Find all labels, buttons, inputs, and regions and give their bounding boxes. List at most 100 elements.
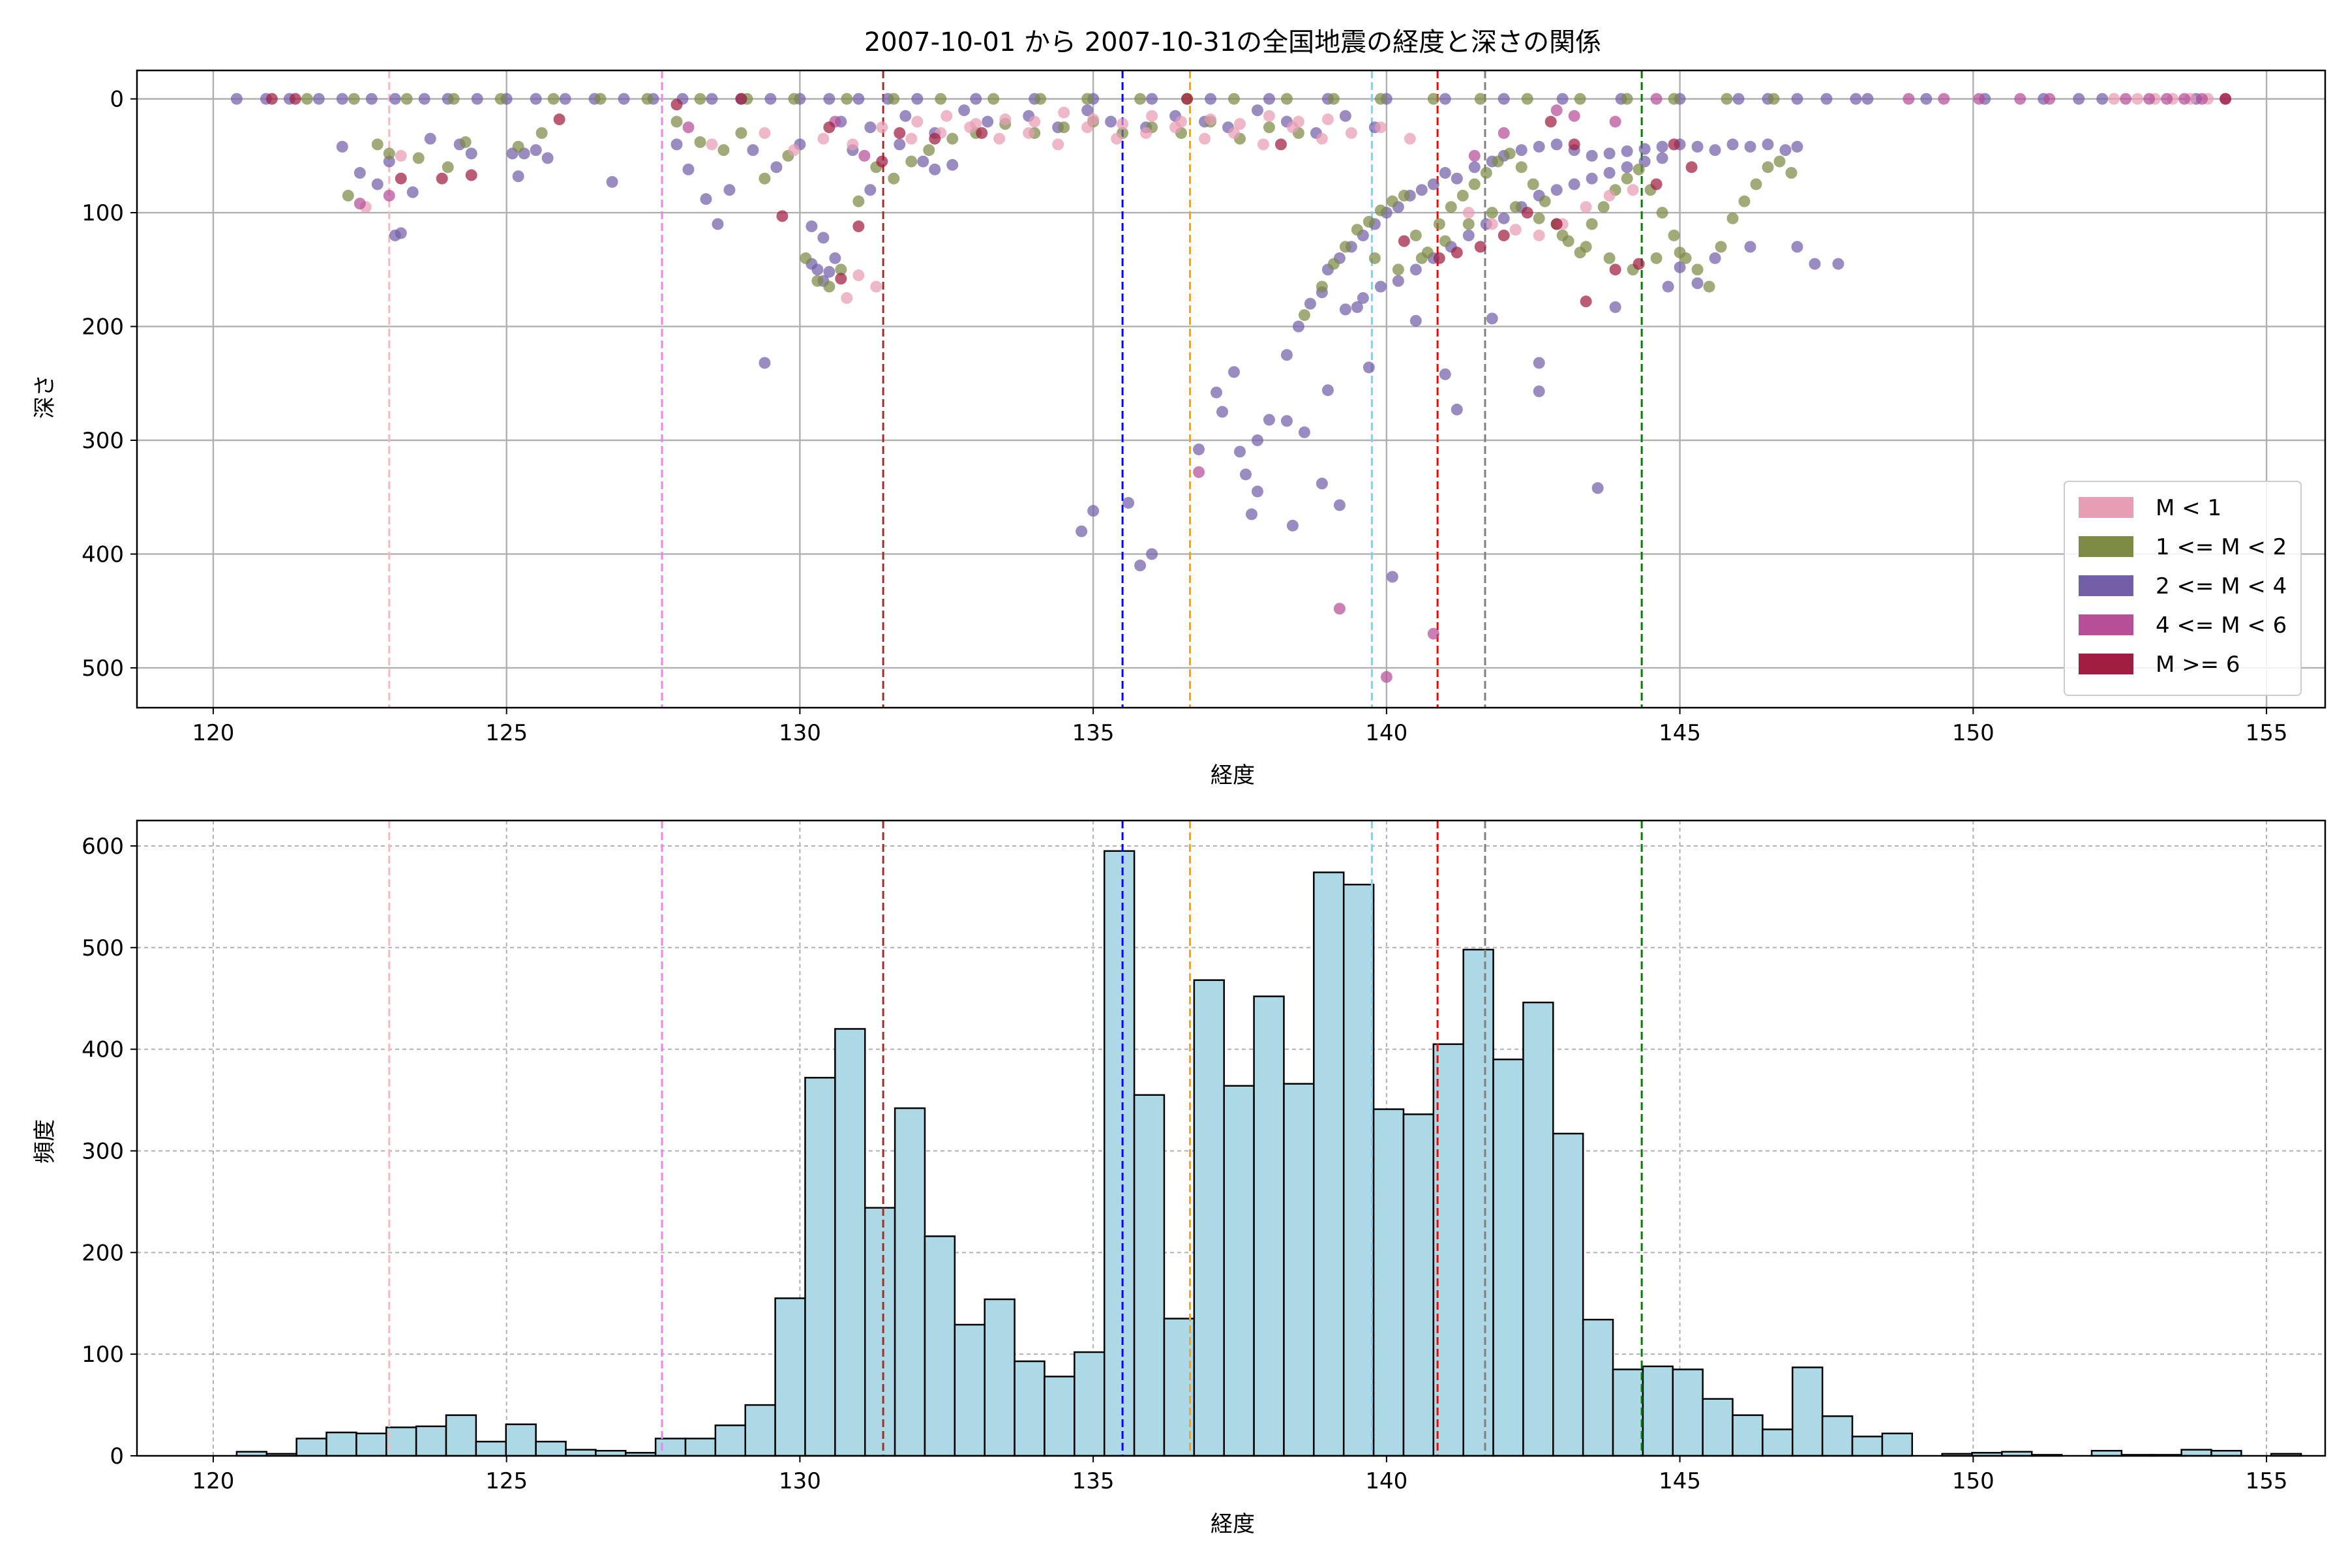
scatter-point (1533, 357, 1545, 369)
hist-bar (1881, 1432, 1914, 1457)
scatter-point (1321, 384, 1334, 397)
scatter-point (465, 169, 477, 181)
scatter-point (1052, 138, 1064, 151)
scatter-point (817, 232, 830, 244)
scatter-point (1227, 127, 1240, 139)
scatter-point (1257, 138, 1269, 151)
scatter-point (1316, 477, 1328, 490)
scatter-point (1409, 264, 1422, 276)
hist-bar (1193, 979, 1225, 1457)
scatter-point (823, 265, 835, 278)
scatter-point (958, 104, 971, 117)
scatter-point (1304, 297, 1316, 310)
scatter-ytick-label: 0 (110, 87, 124, 113)
scatter-point (1486, 207, 1498, 219)
scatter-point (1703, 280, 1715, 293)
scatter-point (864, 184, 877, 196)
scatter-point (1409, 314, 1422, 327)
scatter-point (835, 273, 847, 285)
hist-ytick-label: 100 (82, 1342, 124, 1368)
scatter-point (1973, 93, 1985, 105)
scatter-point (1199, 132, 1211, 145)
scatter-point (888, 172, 900, 185)
scatter-point (1233, 117, 1246, 130)
scatter-frame (136, 69, 2326, 709)
scatter-point (1738, 195, 1751, 207)
scatter-point (1732, 93, 1745, 105)
scatter-point (1744, 140, 1756, 153)
hist-bar (325, 1431, 357, 1457)
scatter-point (829, 252, 841, 264)
hist-ytick-label: 300 (82, 1138, 124, 1164)
scatter-point (1386, 571, 1398, 583)
scatter-point (1357, 292, 1369, 304)
scatter-legend: M < 1 1 <= M < 2 2 <= M < 4 4 <= M < 6 M >= … (2064, 481, 2302, 696)
scatter-point (1468, 149, 1481, 162)
hist-bar (984, 1298, 1016, 1457)
scatter-point (1662, 280, 1674, 293)
scatter-point (1451, 403, 1463, 415)
scatter-point (1333, 603, 1346, 615)
scatter-point (823, 121, 835, 134)
scatter-point (1486, 218, 1498, 230)
scatter-point (1362, 216, 1375, 228)
scatter-point (776, 210, 789, 222)
scatter-point (1521, 207, 1533, 219)
scatter-point (406, 186, 419, 198)
scatter-xlabel: 経度 (1211, 762, 1255, 789)
scatter-point (541, 152, 554, 164)
legend-label: M < 1 (2156, 495, 2221, 521)
scatter-point (336, 93, 348, 105)
scatter-xtick-label: 130 (779, 720, 821, 746)
scatter-point (1691, 264, 1704, 276)
scatter-point (764, 93, 777, 105)
scatter-point (1586, 218, 1598, 230)
scatter-point (400, 93, 413, 105)
scatter-point (1392, 264, 1404, 276)
hist-bar (1223, 1085, 1255, 1457)
scatter-point (1533, 140, 1545, 153)
scatter-point (1451, 172, 1463, 185)
scatter-point (712, 218, 724, 230)
hist-bar (684, 1438, 717, 1457)
scatter-ytick-label: 300 (82, 428, 124, 454)
scatter-point (547, 93, 560, 105)
scatter-point (841, 93, 853, 105)
scatter-point (2096, 93, 2109, 105)
scatter-point (1239, 468, 1252, 481)
hist-bar (445, 1414, 477, 1457)
scatter-point (2131, 93, 2144, 105)
scatter-point (694, 93, 706, 105)
scatter-point (1251, 434, 1263, 447)
scatter-point (1439, 93, 1451, 105)
scatter-point (301, 93, 313, 105)
scatter-point (1480, 167, 1492, 179)
scatter-point (383, 147, 395, 160)
hist-frame (136, 819, 2326, 1457)
hist-xtick-label: 150 (1952, 1468, 1994, 1494)
scatter-point (365, 93, 378, 105)
legend-label: 2 <= M < 4 (2156, 573, 2287, 599)
scatter-point (336, 140, 348, 153)
scatter-point (876, 155, 888, 168)
scatter-point (389, 93, 401, 105)
scatter-point (1521, 93, 1533, 105)
scatter-point (1709, 252, 1721, 264)
scatter-point (447, 93, 460, 105)
scatter-point (1462, 207, 1475, 219)
hist-bar (1492, 1058, 1524, 1457)
hist-bar (505, 1423, 537, 1457)
legend-label: M >= 6 (2156, 652, 2240, 678)
scatter-point (1263, 414, 1275, 426)
scatter-point (1333, 499, 1346, 511)
scatter-point (1580, 295, 1592, 308)
scatter-point (618, 93, 630, 105)
scatter-point (946, 132, 959, 145)
scatter-point (465, 147, 477, 160)
scatter-point (418, 93, 430, 105)
scatter-point (1550, 104, 1563, 117)
scatter-point (847, 138, 859, 151)
scatter-point (1316, 132, 1328, 145)
scatter-point (1374, 121, 1387, 134)
